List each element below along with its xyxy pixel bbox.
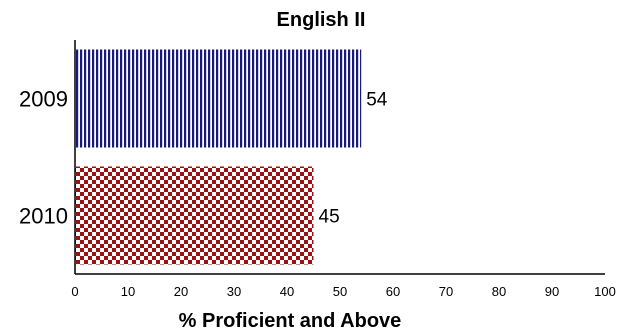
x-tick-label-40: 40 (280, 284, 294, 299)
data-label-2009: 54 (366, 90, 388, 111)
x-axis-ticks: 0 10 20 30 40 50 60 70 80 90 100 (71, 284, 615, 299)
x-tick-label-100: 100 (594, 284, 616, 299)
x-tick-label-80: 80 (492, 284, 506, 299)
x-tick-label-30: 30 (227, 284, 241, 299)
x-tick-label-70: 70 (439, 284, 453, 299)
chart-title: English II (277, 9, 366, 31)
x-tick-label-90: 90 (545, 284, 559, 299)
x-tick-label-0: 0 (71, 284, 78, 299)
x-tick-label-20: 20 (174, 284, 188, 299)
category-label-2010: 2010 (19, 204, 68, 229)
x-tick-label-60: 60 (386, 284, 400, 299)
category-labels: 2009 2010 (19, 87, 68, 229)
data-label-2010: 45 (319, 207, 340, 228)
bar-2009 (75, 49, 362, 148)
data-labels: 54 45 (319, 90, 388, 228)
x-axis-label: % Proficient and Above (179, 310, 402, 332)
category-label-2009: 2009 (19, 87, 68, 112)
bars-group (75, 49, 362, 265)
bar-2010 (75, 166, 314, 265)
x-tick-label-50: 50 (333, 284, 347, 299)
x-tick-label-10: 10 (121, 284, 135, 299)
